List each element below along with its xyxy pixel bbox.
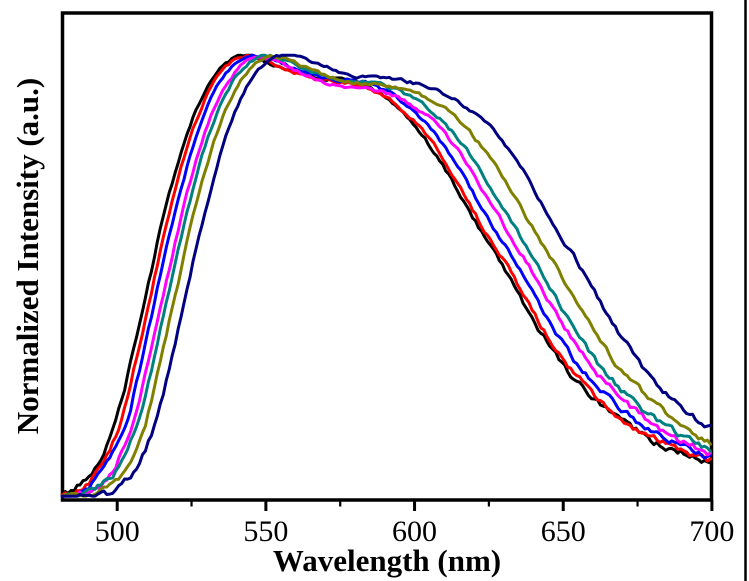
x-tick-label: 500 — [95, 515, 140, 548]
x-tick-label: 550 — [243, 515, 288, 548]
plot-frame — [60, 11, 714, 502]
spectrum-7-navy — [60, 53, 712, 498]
x-axis-title: Wavelength (nm) — [273, 543, 501, 578]
y-axis-title: Normalized Intensity (a.u.) — [10, 78, 45, 434]
x-tick-label: 650 — [541, 515, 586, 548]
x-axis-tick-labels: 500 550 600 650 700 — [95, 515, 735, 548]
x-tick-label: 700 — [689, 515, 734, 548]
spectrum-3-blue — [60, 53, 712, 498]
spectrum-6-olive — [60, 54, 712, 498]
spectrum-2-red — [60, 54, 712, 498]
spectra-curves — [60, 53, 712, 498]
spectrum-4-magenta — [60, 55, 712, 498]
x-tick-label: 600 — [392, 515, 437, 548]
x-axis-ticks — [115, 500, 714, 511]
